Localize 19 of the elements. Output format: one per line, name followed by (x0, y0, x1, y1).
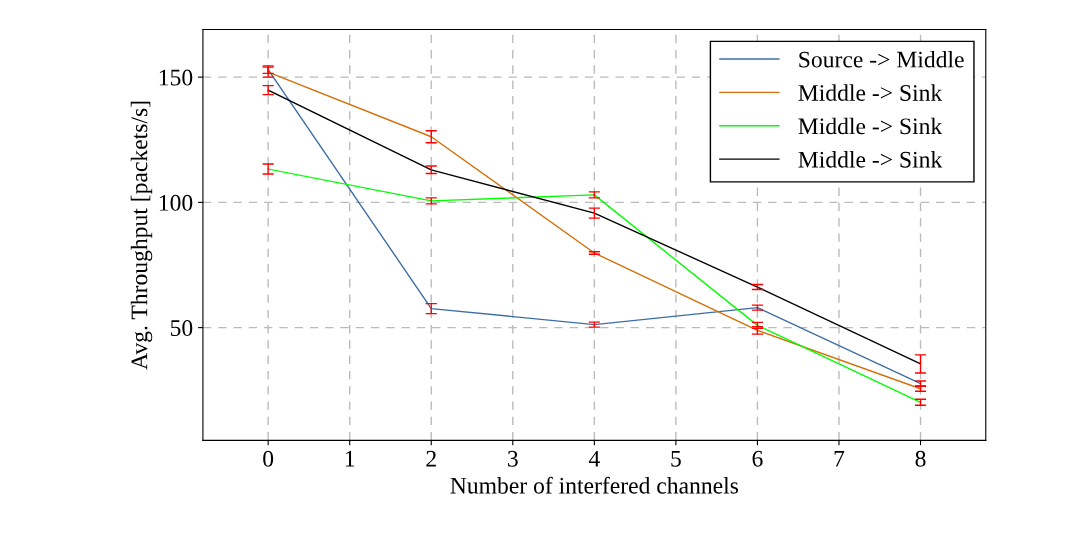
line-series (267, 168, 922, 403)
x-axis-title: Number of interfered channels (450, 476, 739, 494)
y-axis-title: Avg. Throughput [packets/s] (130, 101, 153, 370)
x-tick-label: 2 (426, 450, 436, 467)
x-tick-label: 4 (588, 450, 600, 467)
legend-label: Source -> Middle (799, 50, 964, 68)
x-tick-label: 0 (263, 450, 274, 467)
x-tick-label: 7 (834, 450, 845, 467)
y-tick-label: 100 (159, 194, 193, 211)
x-tick-label: 8 (915, 450, 926, 467)
y-tick-label: 150 (159, 69, 193, 86)
x-tick-label: 5 (671, 450, 681, 467)
legend-label: Middle -> Sink (798, 117, 943, 135)
legend-label: Middle -> Sink (798, 151, 943, 168)
x-tick-label: 1 (345, 450, 355, 467)
x-tick-label: 3 (508, 450, 518, 467)
legend-label: Middle -> Sink (798, 84, 943, 101)
x-tick-label: 6 (752, 450, 763, 467)
y-tick-label: 50 (170, 320, 193, 337)
